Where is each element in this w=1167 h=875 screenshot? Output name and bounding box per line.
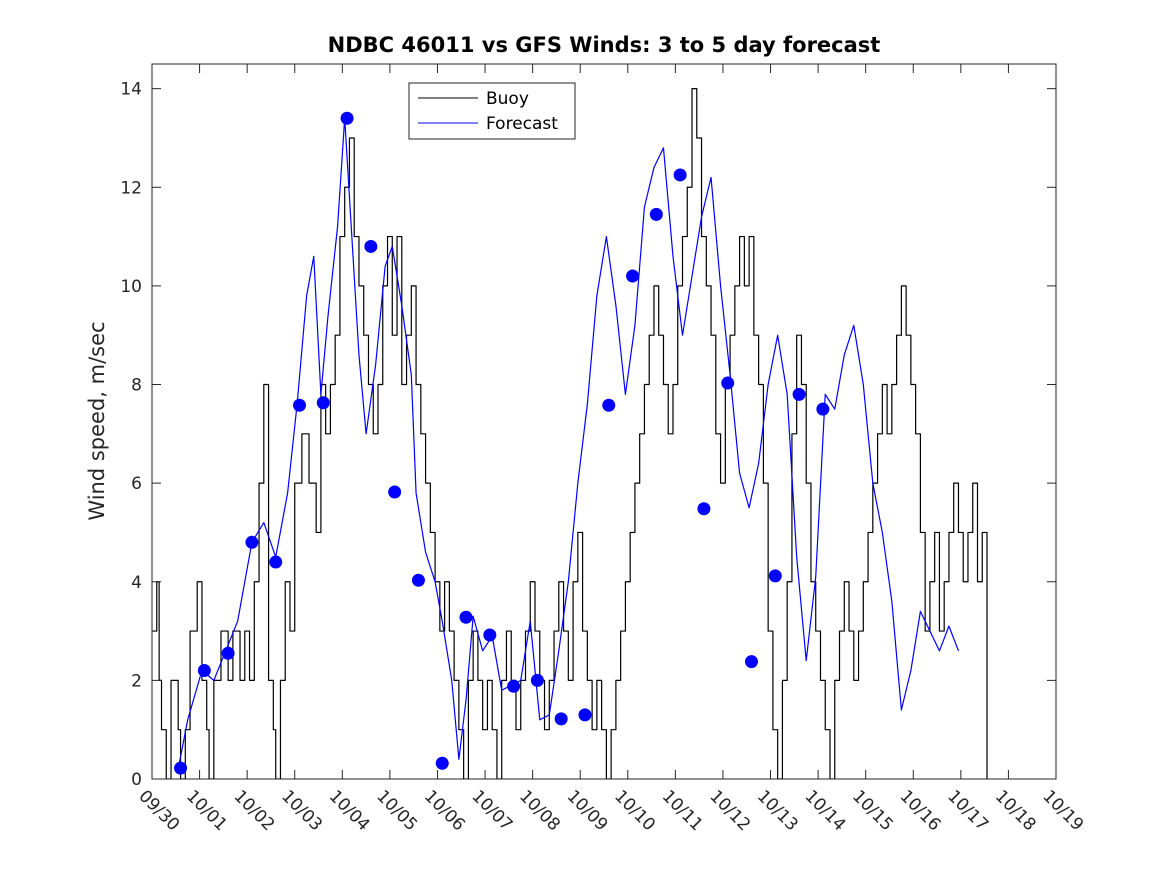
forecast-marker-12 [459,610,473,624]
forecast-marker-8 [364,239,378,253]
forecast-marker-21 [673,168,687,182]
buoy-series-line [152,88,988,779]
plot-area-border [151,63,1057,780]
legend-forecast-label: Forecast [486,114,558,134]
forecast-marker-5 [292,398,306,412]
forecast-marker-4 [269,555,283,569]
forecast-series-line [177,117,960,770]
forecast-marker-9 [388,485,402,499]
forecast-marker-23 [721,376,735,390]
legend-buoy-label: Buoy [486,89,529,109]
forecast-marker-18 [602,398,616,412]
forecast-marker-19 [626,269,640,283]
forecast-marker-10 [411,573,425,587]
forecast-marker-20 [649,207,663,221]
forecast-marker-24 [744,655,758,669]
forecast-marker-0 [174,761,188,775]
y-tick-label: 6 [131,474,142,494]
forecast-marker-14 [507,679,521,693]
y-axis-label: Wind speed, m/sec [85,321,109,520]
forecast-marker-16 [554,712,568,726]
chart-title: NDBC 46011 vs GFS Winds: 3 to 5 day fore… [328,33,881,57]
forecast-marker-17 [578,708,592,722]
forecast-marker-15 [530,673,544,687]
y-tick-label: 12 [120,178,142,198]
y-tick-label: 10 [120,277,142,297]
y-tick-label: 2 [131,671,142,691]
forecast-marker-7 [340,111,354,125]
legend-box [408,82,576,140]
forecast-marker-13 [483,628,497,642]
y-tick-label: 4 [131,573,142,593]
forecast-marker-25 [768,569,782,583]
forecast-marker-1 [197,664,211,678]
legend: Buoy Forecast [408,82,576,140]
y-tick-label: 0 [131,770,142,790]
forecast-marker-26 [792,387,806,401]
forecast-marker-27 [816,402,830,416]
forecast-marker-2 [221,646,235,660]
forecast-marker-3 [245,535,259,549]
forecast-marker-11 [435,756,449,770]
y-tick-label: 8 [131,376,142,396]
forecast-marker-6 [316,396,330,410]
y-tick-label: 14 [120,80,142,100]
forecast-marker-22 [697,502,711,516]
